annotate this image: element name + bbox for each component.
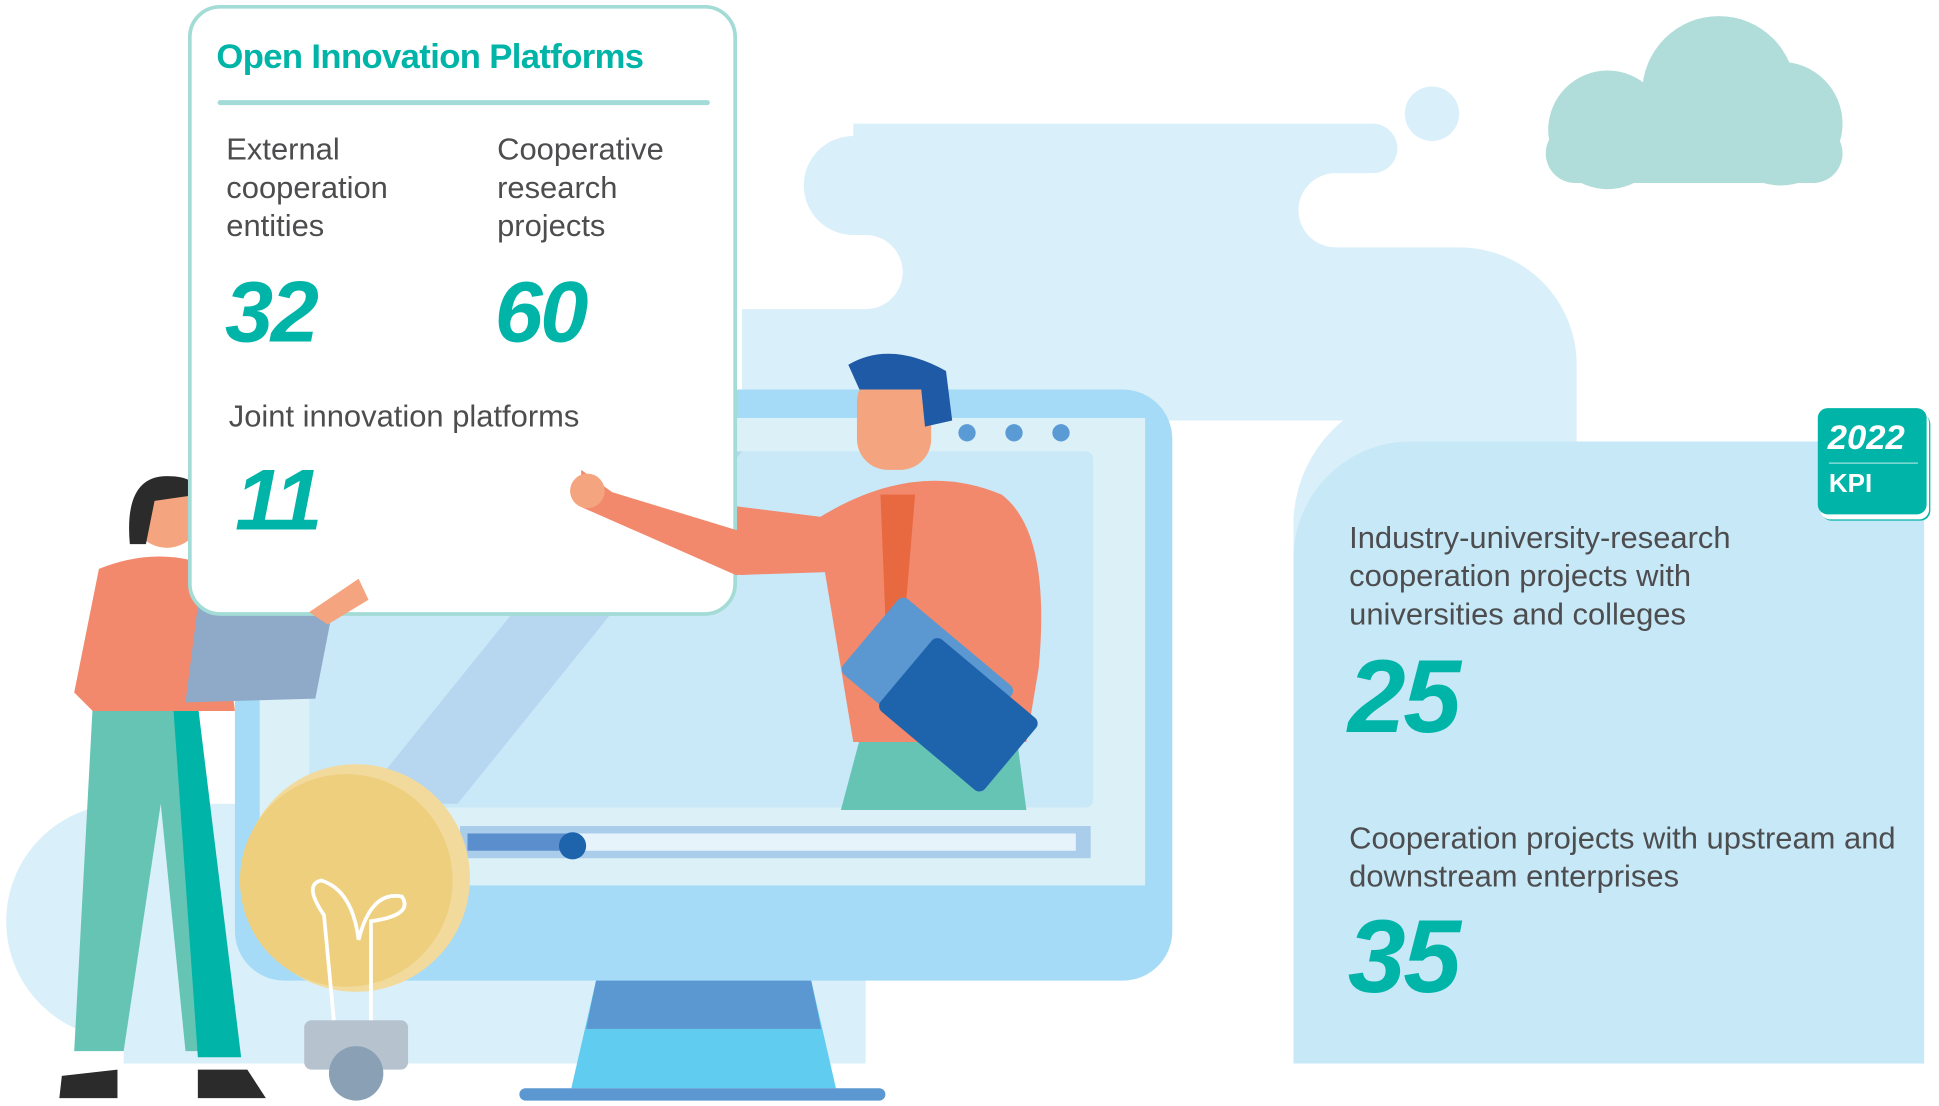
lightbulb-icon <box>239 764 470 1101</box>
research-projects-value: 60 <box>494 263 589 360</box>
joint-platforms-label: Joint innovation platforms <box>228 399 580 435</box>
cloud-icon <box>1545 16 1843 190</box>
title-divider <box>217 100 710 106</box>
joint-platforms-value: 11 <box>234 451 322 548</box>
kpi-panel <box>1293 441 1925 1064</box>
external-entities-label: External cooperation entities <box>226 132 388 244</box>
university-projects-label: Industry-university-research cooperation… <box>1349 520 1731 632</box>
card-title: Open Innovation Platforms <box>216 37 644 76</box>
university-projects-value: 25 <box>1347 638 1461 755</box>
external-entities-value: 32 <box>225 263 319 360</box>
enterprise-projects-value: 35 <box>1347 897 1461 1015</box>
kpi-label: KPI <box>1828 469 1873 499</box>
kpi-badge: 2022 KPI <box>1817 408 1927 515</box>
open-innovation-card <box>187 4 738 616</box>
woman-illustration <box>59 476 334 1099</box>
kpi-year: 2022 <box>1827 417 1905 457</box>
enterprise-projects-label: Cooperation projects with upstream and d… <box>1349 821 1896 895</box>
kpi-divider <box>1828 462 1918 464</box>
research-projects-label: Cooperative research projects <box>497 132 664 244</box>
